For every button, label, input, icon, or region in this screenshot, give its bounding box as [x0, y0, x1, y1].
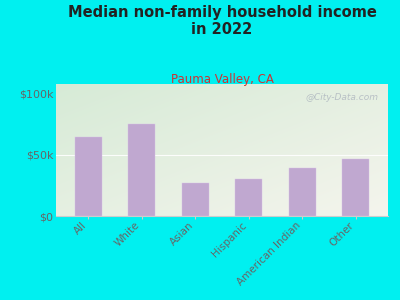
- Bar: [182, 183, 209, 216]
- Bar: [128, 124, 155, 216]
- Bar: [75, 136, 102, 216]
- Text: @City-Data.com: @City-Data.com: [305, 93, 378, 102]
- Bar: [342, 159, 369, 216]
- Bar: [289, 168, 316, 216]
- Text: Median non-family household income
in 2022: Median non-family household income in 20…: [68, 4, 376, 37]
- Bar: [235, 179, 262, 216]
- Text: Pauma Valley, CA: Pauma Valley, CA: [170, 74, 274, 86]
